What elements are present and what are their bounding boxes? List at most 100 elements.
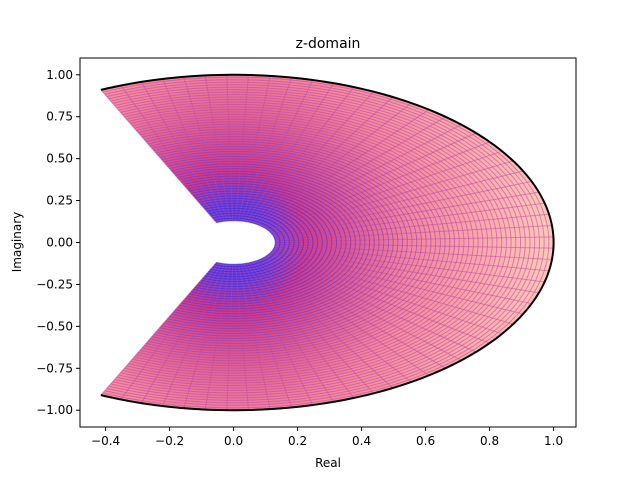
mesh-arc-line — [137, 121, 465, 364]
x-tick-label: 0.6 — [416, 434, 435, 448]
mesh-arc-line — [143, 128, 451, 357]
mesh-arc-line — [214, 217, 281, 268]
mesh-arc-line — [194, 192, 328, 293]
mesh-arc-line — [141, 126, 456, 359]
mesh-arc-line — [210, 212, 290, 273]
mesh-arc-line — [202, 202, 309, 283]
mesh-arc-line — [130, 111, 484, 374]
mesh-arc-line — [171, 163, 385, 322]
mesh-arc-line — [145, 131, 446, 354]
mesh-arc-line — [165, 155, 399, 330]
x-tick-label: −0.2 — [155, 434, 184, 448]
mesh-arc-line — [175, 168, 375, 317]
mesh-radial-line — [274, 245, 550, 272]
mesh-radial-line — [268, 253, 503, 335]
mesh-arc-line — [186, 183, 347, 302]
mesh-arc-line — [118, 96, 512, 389]
mesh-radial-line — [268, 150, 503, 232]
mesh-arc-line — [184, 180, 352, 305]
mesh-radial-line — [264, 132, 477, 229]
mesh-arc-line — [124, 103, 498, 382]
mesh-radial-line — [262, 257, 462, 361]
unit-circle-boundary — [100, 73, 555, 412]
mesh-arc-line — [155, 143, 422, 342]
mesh-radial-line — [269, 160, 514, 233]
mesh-radial-line — [262, 124, 462, 228]
mesh-radial-line — [266, 141, 490, 230]
mesh-arc-line — [161, 150, 408, 335]
mesh-radial-line — [275, 242, 554, 249]
mesh-arc-line — [177, 170, 371, 315]
mesh-arc-line — [116, 94, 517, 391]
y-tick-label: 1.00 — [46, 68, 73, 82]
mesh-arc-line — [132, 113, 479, 372]
mesh-radial-line — [273, 247, 545, 283]
chart-title: z-domain — [296, 36, 361, 52]
mesh-radial-line — [274, 244, 552, 261]
mesh-arc-line — [104, 79, 545, 406]
mesh-arc-line — [192, 190, 333, 295]
mesh-arc-line — [200, 200, 314, 285]
mesh-radial-line — [271, 251, 524, 315]
mesh-arc-line — [147, 133, 441, 352]
x-tick-label: 0.2 — [288, 434, 307, 448]
y-tick-label: −0.75 — [36, 361, 73, 375]
x-tick-label: −0.4 — [91, 434, 120, 448]
mesh-arc-line — [134, 116, 474, 369]
mesh-arc-line — [120, 99, 507, 386]
mesh-arc-line — [157, 145, 418, 340]
y-tick-label: 0.75 — [46, 110, 73, 124]
y-axis-label: Imaginary — [10, 212, 24, 273]
mesh-arc-line — [182, 178, 356, 307]
mesh-arc-line — [181, 175, 361, 310]
mesh-arc-line — [188, 185, 342, 300]
mesh-arc-line — [198, 197, 319, 288]
y-tick-label: −0.50 — [36, 319, 73, 333]
mesh-radial-line — [269, 252, 514, 325]
x-tick-label: 0.8 — [480, 434, 499, 448]
mesh-radial-line — [272, 249, 532, 305]
mesh-radial-line — [273, 202, 545, 238]
mesh-arc-line — [102, 76, 550, 409]
x-axis-ticks: −0.4 −0.2 0.0 0.2 0.4 0.6 0.8 1.0 — [91, 427, 563, 448]
mesh-arc-line — [167, 158, 394, 327]
mesh-radial-line — [266, 255, 490, 344]
mesh-arc-line — [151, 138, 432, 347]
plot-area — [100, 73, 555, 412]
mesh-arc-line — [179, 173, 366, 312]
mesh-arc-line — [190, 188, 338, 297]
mesh-arc-line — [163, 153, 404, 332]
mesh-arc-line — [204, 205, 305, 280]
mesh-radial-line — [272, 180, 532, 236]
mesh-arc-line — [208, 210, 295, 275]
mesh-radial-line — [264, 256, 477, 353]
x-axis-label: Real — [315, 456, 341, 470]
mesh-radial-line — [271, 170, 524, 234]
y-tick-label: 0.50 — [46, 152, 73, 166]
y-tick-label: 0.00 — [46, 236, 73, 250]
x-tick-label: 0.4 — [352, 434, 371, 448]
mesh-grid-lines — [100, 74, 555, 411]
y-axis-ticks: −1.00 −0.75 −0.50 −0.25 0.00 0.25 0.50 0.75 1.00 — [36, 68, 80, 417]
mesh-arc-line — [149, 136, 437, 349]
mesh-radial-line — [275, 236, 554, 243]
mesh-radial-line — [273, 248, 539, 294]
mesh-arc-line — [122, 101, 503, 384]
mesh-arc-line — [106, 81, 540, 404]
x-tick-label: 0.0 — [224, 434, 243, 448]
mesh-arc-line — [126, 106, 493, 379]
mesh-arc-line — [136, 118, 470, 367]
mesh-arc-line — [110, 86, 531, 399]
mesh-radial-line — [274, 224, 552, 241]
mesh-arc-line — [196, 195, 323, 290]
y-tick-label: −0.25 — [36, 277, 73, 291]
mesh-arc-line — [169, 160, 389, 325]
mesh-arc-line — [173, 165, 380, 320]
mesh-arc-line — [114, 91, 522, 394]
mesh-arc-line — [216, 220, 276, 265]
mesh-arc-line — [212, 215, 286, 270]
mesh-arc-line — [153, 141, 427, 344]
mesh-arc-line — [159, 148, 413, 337]
